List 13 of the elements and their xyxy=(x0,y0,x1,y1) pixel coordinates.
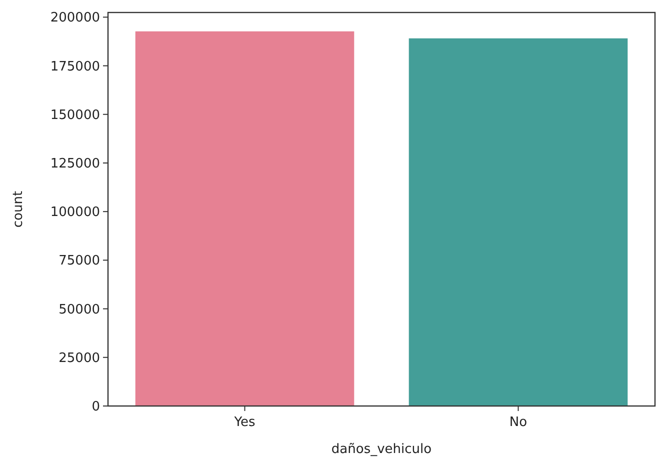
y-axis-title: count xyxy=(11,190,26,228)
y-tick-label: 125000 xyxy=(50,156,100,172)
y-tick-label: 200000 xyxy=(50,10,100,26)
x-axis-title: daños_vehiculo xyxy=(331,442,432,457)
y-tick-label: 25000 xyxy=(58,350,100,366)
x-tick-label: No xyxy=(509,415,528,430)
y-tick-label: 175000 xyxy=(50,59,100,74)
y-tick-label: 50000 xyxy=(58,302,100,318)
y-tick-label: 75000 xyxy=(58,254,100,269)
y-tick-label: 150000 xyxy=(50,108,100,123)
y-tick-label: 0 xyxy=(92,400,100,415)
x-tick-label: Yes xyxy=(233,415,256,430)
y-tick-label: 100000 xyxy=(50,205,100,220)
